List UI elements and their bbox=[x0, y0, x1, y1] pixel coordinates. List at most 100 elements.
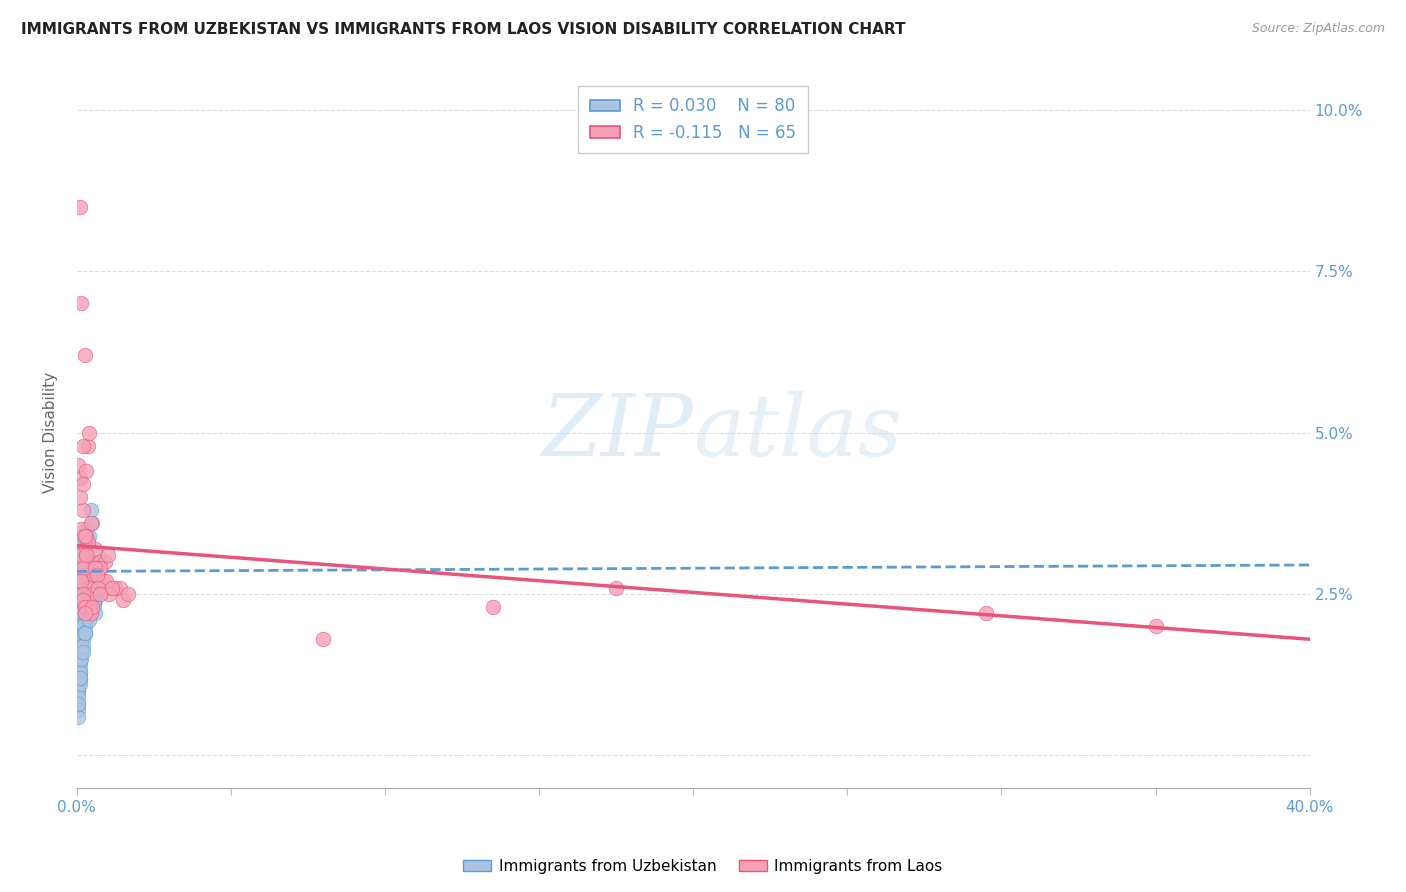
Point bbox=[73, 549, 96, 563]
Point bbox=[82, 587, 104, 601]
Point bbox=[77, 581, 100, 595]
Point bbox=[80, 516, 103, 530]
Point bbox=[312, 632, 335, 647]
Point bbox=[84, 561, 107, 575]
Point bbox=[605, 581, 627, 595]
Point bbox=[82, 516, 104, 530]
Point bbox=[974, 607, 997, 621]
Text: ZIP: ZIP bbox=[541, 392, 693, 474]
Point bbox=[69, 645, 91, 659]
Point bbox=[91, 574, 114, 588]
Point bbox=[70, 639, 93, 653]
Point bbox=[98, 587, 121, 601]
Point bbox=[72, 438, 94, 452]
Point bbox=[76, 438, 98, 452]
Point bbox=[82, 587, 104, 601]
Point bbox=[69, 677, 91, 691]
Point bbox=[72, 645, 94, 659]
Point bbox=[75, 561, 97, 575]
Point bbox=[70, 567, 93, 582]
Point bbox=[83, 593, 105, 607]
Point bbox=[84, 607, 107, 621]
Point bbox=[73, 619, 96, 633]
Point bbox=[75, 464, 97, 478]
Point bbox=[73, 529, 96, 543]
Point bbox=[75, 541, 97, 556]
Point bbox=[70, 607, 93, 621]
Point bbox=[72, 632, 94, 647]
Point bbox=[104, 581, 127, 595]
Point bbox=[76, 581, 98, 595]
Point bbox=[76, 535, 98, 549]
Point bbox=[72, 561, 94, 575]
Point bbox=[67, 703, 90, 717]
Point bbox=[73, 625, 96, 640]
Point bbox=[69, 625, 91, 640]
Point bbox=[117, 587, 139, 601]
Point bbox=[80, 599, 103, 614]
Point bbox=[67, 697, 90, 711]
Point bbox=[93, 555, 115, 569]
Point bbox=[77, 425, 100, 440]
Point bbox=[69, 671, 91, 685]
Point bbox=[72, 555, 94, 569]
Point bbox=[87, 581, 110, 595]
Point bbox=[67, 671, 90, 685]
Text: IMMIGRANTS FROM UZBEKISTAN VS IMMIGRANTS FROM LAOS VISION DISABILITY CORRELATION: IMMIGRANTS FROM UZBEKISTAN VS IMMIGRANTS… bbox=[21, 22, 905, 37]
Point bbox=[69, 651, 91, 665]
Point bbox=[67, 697, 90, 711]
Point bbox=[75, 581, 97, 595]
Point bbox=[72, 639, 94, 653]
Point bbox=[69, 665, 91, 679]
Text: Source: ZipAtlas.com: Source: ZipAtlas.com bbox=[1251, 22, 1385, 36]
Point bbox=[73, 599, 96, 614]
Point bbox=[72, 625, 94, 640]
Point bbox=[1144, 619, 1167, 633]
Point bbox=[72, 529, 94, 543]
Point bbox=[75, 549, 97, 563]
Point bbox=[82, 587, 104, 601]
Point bbox=[72, 593, 94, 607]
Point bbox=[73, 593, 96, 607]
Point bbox=[77, 613, 100, 627]
Point bbox=[77, 555, 100, 569]
Point bbox=[67, 555, 90, 569]
Point bbox=[89, 555, 111, 569]
Point bbox=[67, 677, 90, 691]
Point bbox=[80, 503, 103, 517]
Point bbox=[70, 296, 93, 310]
Point bbox=[69, 574, 91, 588]
Point bbox=[67, 458, 90, 472]
Point bbox=[112, 593, 135, 607]
Point bbox=[100, 581, 122, 595]
Point bbox=[69, 658, 91, 673]
Point bbox=[77, 561, 100, 575]
Point bbox=[86, 561, 108, 575]
Point bbox=[83, 599, 105, 614]
Point bbox=[76, 535, 98, 549]
Point bbox=[72, 587, 94, 601]
Point bbox=[70, 549, 93, 563]
Point bbox=[75, 529, 97, 543]
Point bbox=[89, 561, 111, 575]
Point bbox=[73, 607, 96, 621]
Point bbox=[69, 200, 91, 214]
Point bbox=[86, 549, 108, 563]
Point bbox=[82, 574, 104, 588]
Point bbox=[69, 471, 91, 485]
Point bbox=[70, 639, 93, 653]
Point bbox=[80, 607, 103, 621]
Point bbox=[69, 587, 91, 601]
Point bbox=[72, 619, 94, 633]
Point bbox=[70, 645, 93, 659]
Point bbox=[73, 529, 96, 543]
Point bbox=[101, 581, 124, 595]
Point bbox=[77, 599, 100, 614]
Point bbox=[97, 549, 120, 563]
Point bbox=[69, 671, 91, 685]
Point bbox=[70, 541, 93, 556]
Point bbox=[70, 523, 93, 537]
Point bbox=[72, 477, 94, 491]
Legend: Immigrants from Uzbekistan, Immigrants from Laos: Immigrants from Uzbekistan, Immigrants f… bbox=[457, 853, 949, 880]
Point bbox=[72, 503, 94, 517]
